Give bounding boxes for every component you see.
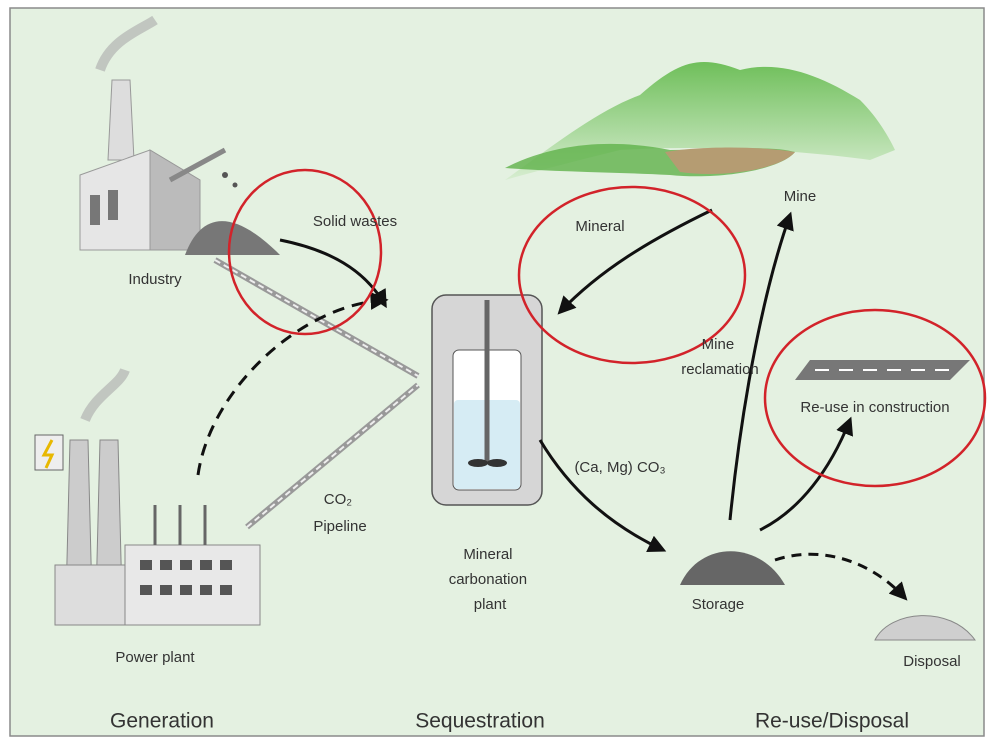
disposal-pile [874, 615, 976, 641]
label: Mineral carbonation plant [449, 546, 532, 613]
label: Storage [692, 596, 745, 613]
storage-pile [680, 551, 785, 585]
industry-icon [79, 15, 280, 255]
carbonation-reactor [431, 294, 543, 506]
flow-arrows [196, 208, 908, 601]
label: Power plant [115, 649, 195, 666]
label: Industry [128, 271, 182, 288]
label: Mine reclamation [681, 336, 759, 378]
stage-label: Generation [110, 710, 214, 733]
mine-pit [665, 147, 795, 174]
stage-label: Re-use/Disposal [755, 710, 909, 733]
power-plant-icon [34, 367, 261, 626]
label: CO₂ Pipeline [313, 491, 366, 535]
stage-label: Sequestration [415, 710, 545, 733]
label: Re-use in construction [800, 399, 949, 416]
road [795, 360, 970, 380]
label: (Ca, Mg) CO₃ [574, 459, 665, 476]
label: Disposal [903, 653, 961, 670]
label: Mine [784, 188, 817, 205]
label: Solid wastes [313, 213, 397, 230]
label: Mineral [575, 218, 624, 235]
highlight-ellipse [227, 168, 987, 488]
